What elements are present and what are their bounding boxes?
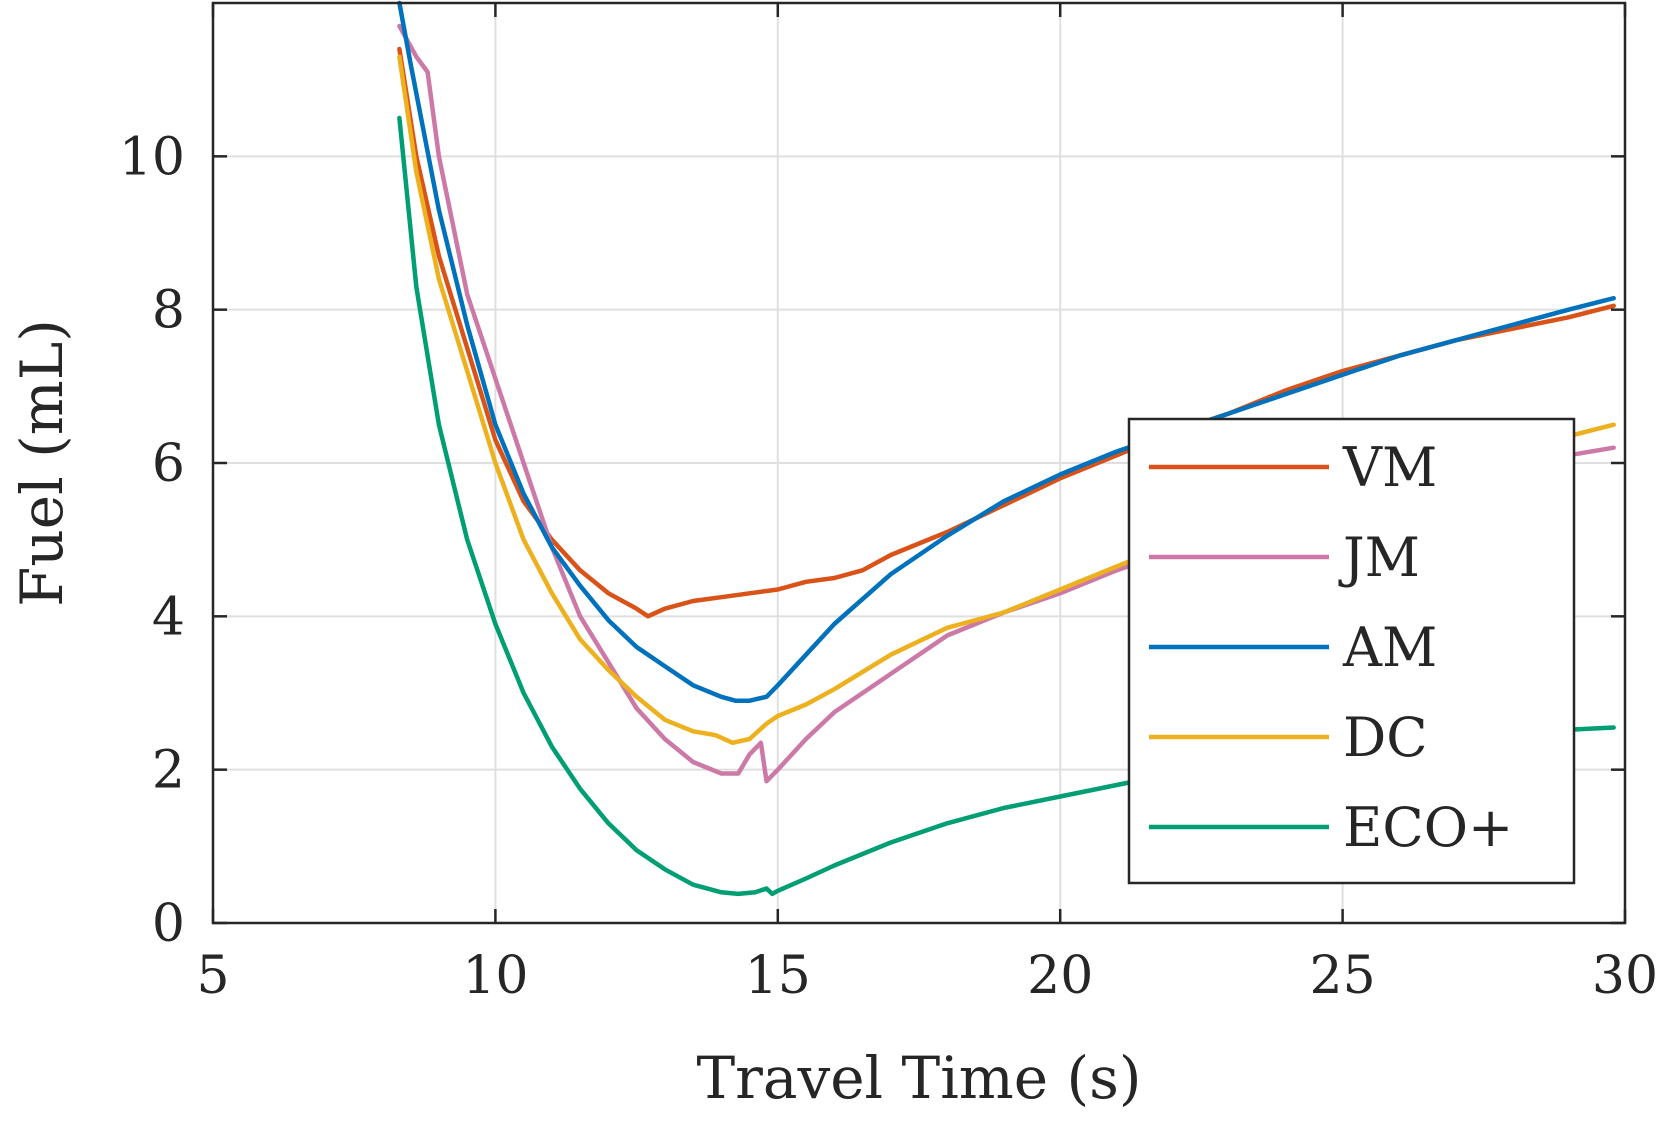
y-tick-label: 6 xyxy=(152,434,185,494)
x-tick-label: 15 xyxy=(745,946,811,1006)
series-line-am xyxy=(397,0,1616,703)
x-tick-label: 25 xyxy=(1310,946,1376,1006)
legend: VM JM AM DC ECO+ xyxy=(1127,417,1576,885)
x-axis-label: Travel Time (s) xyxy=(696,1044,1141,1112)
legend-label-vm: VM xyxy=(1342,436,1437,499)
x-tick-label: 20 xyxy=(1027,946,1093,1006)
axes xyxy=(211,1,1627,925)
y-tick-label: 2 xyxy=(152,741,185,801)
legend-label-jm: JM xyxy=(1338,526,1420,589)
y-tick-label: 4 xyxy=(152,587,185,647)
x-tick-label: 5 xyxy=(196,946,229,1006)
x-tick-label: 30 xyxy=(1592,946,1658,1006)
y-axis-label: Fuel (mL) xyxy=(8,319,76,607)
tick-labels: 5 10 15 20 25 30 0 2 4 6 8 10 xyxy=(119,127,1658,1006)
y-tick-label: 8 xyxy=(152,281,185,341)
x-tick-label: 10 xyxy=(462,946,528,1006)
y-tick-label: 0 xyxy=(152,894,185,954)
legend-label-dc: DC xyxy=(1343,706,1428,769)
legend-box xyxy=(1127,417,1576,885)
y-tick-label: 10 xyxy=(119,127,185,187)
legend-label-eco: ECO+ xyxy=(1343,796,1513,859)
legend-label-am: AM xyxy=(1342,616,1437,679)
